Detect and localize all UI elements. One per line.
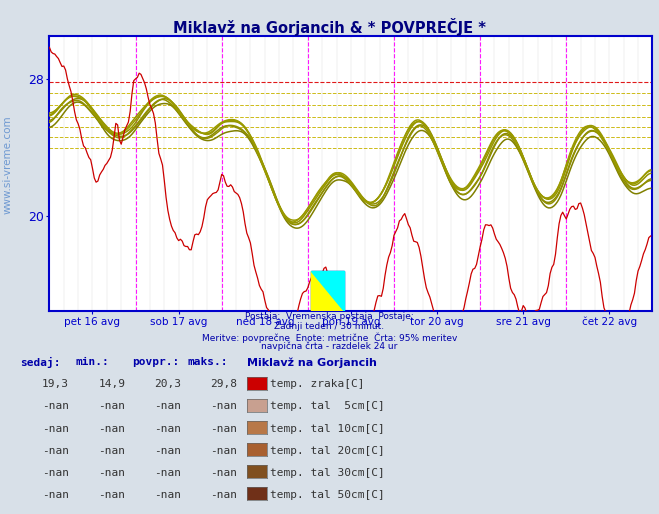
Text: temp. tal  5cm[C]: temp. tal 5cm[C] xyxy=(270,401,385,411)
Text: temp. tal 20cm[C]: temp. tal 20cm[C] xyxy=(270,446,385,455)
Text: -nan: -nan xyxy=(98,490,125,500)
Text: -nan: -nan xyxy=(98,446,125,455)
Text: -nan: -nan xyxy=(98,401,125,411)
Text: -nan: -nan xyxy=(42,424,69,433)
Polygon shape xyxy=(312,271,344,311)
Text: -nan: -nan xyxy=(42,401,69,411)
Text: -nan: -nan xyxy=(210,401,237,411)
Text: navpična črta - razdelek 24 ur: navpična črta - razdelek 24 ur xyxy=(262,342,397,351)
Text: temp. tal 30cm[C]: temp. tal 30cm[C] xyxy=(270,468,385,478)
Text: www.si-vreme.com: www.si-vreme.com xyxy=(3,115,13,214)
Text: -nan: -nan xyxy=(98,424,125,433)
Text: 14,9: 14,9 xyxy=(98,379,125,389)
Text: Meritve: povprečne  Enote: metrične  Črta: 95% meritev: Meritve: povprečne Enote: metrične Črta:… xyxy=(202,332,457,342)
Polygon shape xyxy=(312,271,344,311)
Text: -nan: -nan xyxy=(210,490,237,500)
Text: -nan: -nan xyxy=(154,446,181,455)
Text: min.:: min.: xyxy=(76,357,109,367)
Text: -nan: -nan xyxy=(210,468,237,478)
Text: temp. tal 10cm[C]: temp. tal 10cm[C] xyxy=(270,424,385,433)
Text: povpr.:: povpr.: xyxy=(132,357,179,367)
Text: maks.:: maks.: xyxy=(188,357,228,367)
Text: -nan: -nan xyxy=(42,446,69,455)
Text: -nan: -nan xyxy=(210,424,237,433)
Text: temp. zraka[C]: temp. zraka[C] xyxy=(270,379,364,389)
Text: -nan: -nan xyxy=(42,490,69,500)
Text: Zadnji teden / 30 minut.: Zadnji teden / 30 minut. xyxy=(274,322,385,332)
Polygon shape xyxy=(312,271,344,311)
Text: -nan: -nan xyxy=(42,468,69,478)
Text: sedaj:: sedaj: xyxy=(20,357,60,368)
Text: -nan: -nan xyxy=(98,468,125,478)
Text: Miklavž na Gorjancih: Miklavž na Gorjancih xyxy=(247,357,377,368)
Text: -nan: -nan xyxy=(154,468,181,478)
Text: 19,3: 19,3 xyxy=(42,379,69,389)
Text: -nan: -nan xyxy=(154,490,181,500)
Text: Postaja:  Vremenska postaja  Postaje:: Postaja: Vremenska postaja Postaje: xyxy=(245,312,414,321)
Text: -nan: -nan xyxy=(210,446,237,455)
Text: -nan: -nan xyxy=(154,401,181,411)
Text: 20,3: 20,3 xyxy=(154,379,181,389)
Text: Miklavž na Gorjancih & * POVPREČJE *: Miklavž na Gorjancih & * POVPREČJE * xyxy=(173,18,486,36)
Text: 29,8: 29,8 xyxy=(210,379,237,389)
Text: temp. tal 50cm[C]: temp. tal 50cm[C] xyxy=(270,490,385,500)
Text: -nan: -nan xyxy=(154,424,181,433)
